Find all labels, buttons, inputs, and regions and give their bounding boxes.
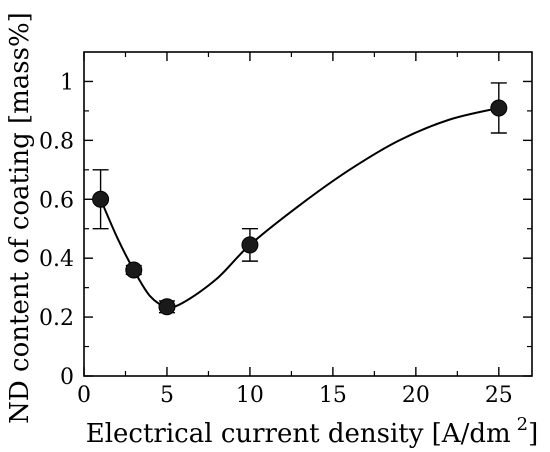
plot-area: [83, 51, 533, 377]
plot-frame: [83, 51, 533, 377]
x-tick-label: 25: [485, 383, 513, 408]
data-point: [125, 261, 143, 279]
y-tick-label: 0.6: [39, 188, 74, 213]
x-axis-label-suffix: ]: [528, 419, 538, 449]
data-points: [92, 99, 508, 316]
x-axis-label: Electrical current density [A/dm 2]: [86, 414, 539, 449]
data-point: [158, 298, 176, 316]
ticks: [83, 52, 532, 377]
data-point: [490, 99, 508, 117]
x-tick-label: 20: [402, 383, 430, 408]
y-axis-label: ND content of coating [mass%]: [5, 12, 35, 424]
tick-labels: 0 5 10 15 20 25 0 0.2 0.4 0.6 0.8 1: [39, 70, 513, 408]
y-tick-label: 0: [60, 365, 74, 390]
data-point: [92, 190, 110, 208]
x-axis-label-main: Electrical current density [A/dm: [86, 419, 511, 449]
y-tick-label: 0.4: [39, 247, 74, 272]
y-tick-label: 0.8: [39, 129, 74, 154]
x-tick-label: 15: [319, 383, 347, 408]
y-tick-label: 0.2: [39, 306, 74, 331]
fit-curve: [99, 106, 500, 309]
x-tick-label: 10: [236, 383, 264, 408]
x-tick-label: 0: [77, 383, 91, 408]
error-bars: [92, 82, 507, 314]
y-tick-label: 1: [60, 70, 74, 95]
fit-curve-layer: [99, 106, 500, 309]
data-point: [241, 236, 259, 254]
x-axis-label-superscript: 2: [517, 414, 528, 435]
x-tick-label: 5: [160, 383, 174, 408]
